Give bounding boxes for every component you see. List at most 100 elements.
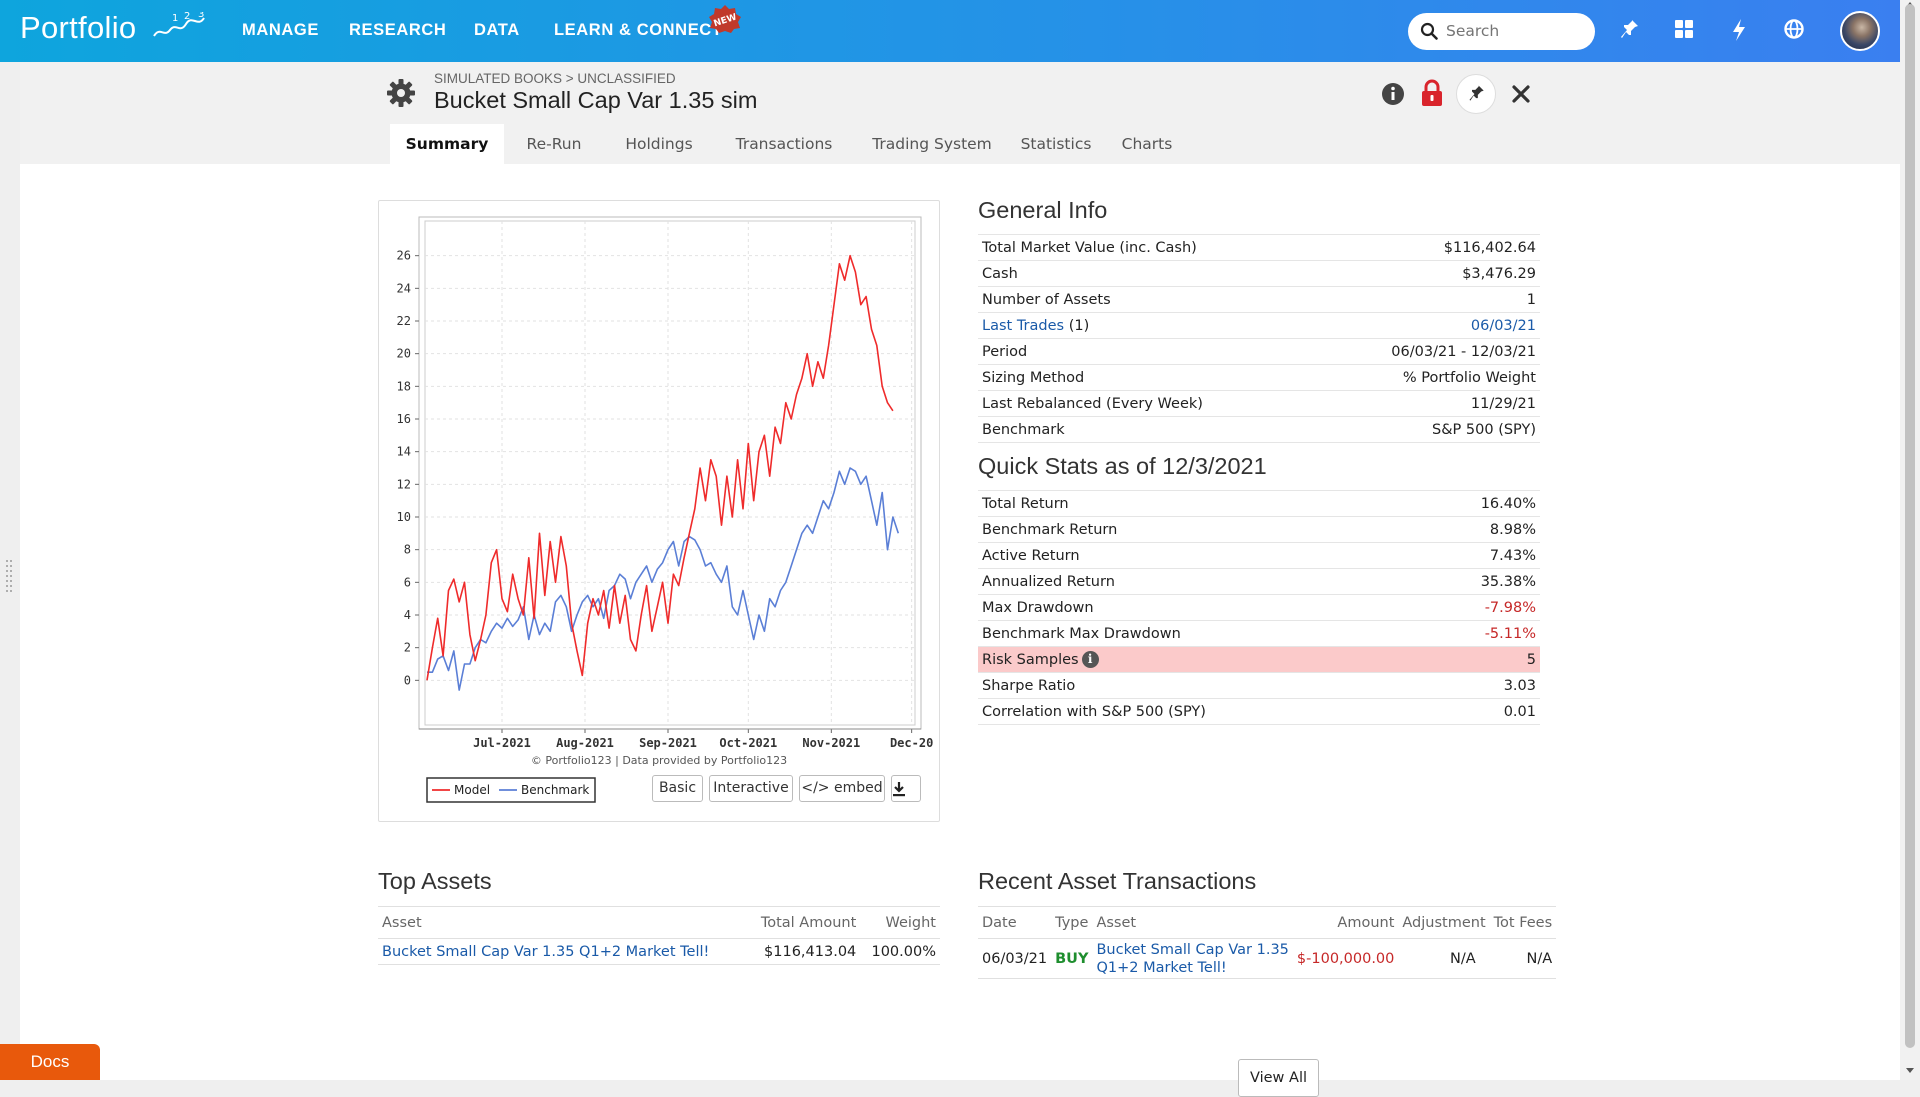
nav-research[interactable]: RESEARCH bbox=[349, 21, 447, 39]
stat-value: 7.43% bbox=[1419, 542, 1540, 569]
pin-icon bbox=[1469, 85, 1484, 101]
bolt-icon[interactable] bbox=[1731, 18, 1747, 42]
grid-icon[interactable] bbox=[1674, 18, 1694, 40]
y-tick-label: 24 bbox=[397, 281, 411, 295]
stat-row: Correlation with S&P 500 (SPY) 0.01 bbox=[978, 698, 1540, 725]
txn-asset-link[interactable]: Bucket Small Cap Var 1.35 Q1+2 Market Tel… bbox=[1096, 941, 1289, 976]
top-nav: Portfolio 1 2 3 MANAGE RESEARCH DATA LEA… bbox=[0, 0, 1900, 62]
asset-weight: 100.00% bbox=[860, 938, 940, 965]
stat-label: Max Drawdown bbox=[978, 594, 1420, 621]
lock-icon[interactable] bbox=[1421, 79, 1443, 107]
stat-row: Max Drawdown -7.98% bbox=[978, 594, 1540, 621]
view-all-button[interactable]: View All bbox=[1238, 1059, 1319, 1097]
nav-data[interactable]: DATA bbox=[474, 21, 520, 39]
scroll-down-arrow[interactable] bbox=[1906, 1068, 1914, 1073]
column-header[interactable]: Tot Fees bbox=[1489, 906, 1557, 939]
stat-row: Active Return 7.43% bbox=[978, 542, 1540, 569]
info-row-market-value: Total Market Value (inc. Cash) $116,402.6… bbox=[978, 234, 1540, 261]
portfolio123-logo[interactable]: Portfolio 1 2 3 bbox=[20, 10, 205, 46]
x-tick-label: Oct-2021 bbox=[719, 736, 777, 750]
chart-download-button[interactable] bbox=[891, 775, 921, 802]
info-row-cash: Cash $3,476.29 bbox=[978, 260, 1540, 287]
stat-row: Total Return 16.40% bbox=[978, 490, 1540, 517]
globe-icon[interactable] bbox=[1783, 18, 1805, 40]
column-header[interactable]: Date bbox=[978, 906, 1052, 939]
asset-link[interactable]: Bucket Small Cap Var 1.35 Q1+2 Market Te… bbox=[382, 943, 710, 960]
info-value: 06/03/21 - 12/03/21 bbox=[1315, 338, 1540, 365]
stat-label: Risk Samples bbox=[982, 652, 1079, 668]
y-tick-label: 4 bbox=[404, 608, 411, 622]
stat-label: Active Return bbox=[978, 542, 1420, 569]
page-scrollbar[interactable] bbox=[1900, 0, 1920, 1080]
column-header[interactable]: Type bbox=[1051, 906, 1093, 939]
y-tick-label: 20 bbox=[397, 347, 411, 361]
breadcrumb[interactable]: SIMULATED BOOKS > UNCLASSIFIED bbox=[434, 71, 676, 86]
close-icon[interactable] bbox=[1512, 85, 1530, 103]
tab-holdings[interactable]: Holdings bbox=[625, 135, 693, 153]
scrollbar-thumb[interactable] bbox=[1905, 4, 1915, 1048]
stat-row-risk-samples: Risk Samples i 5 bbox=[978, 646, 1540, 673]
txn-date: 06/03/21 bbox=[978, 938, 1052, 979]
y-tick-label: 6 bbox=[404, 575, 411, 589]
general-info-table: Total Market Value (inc. Cash) $116,402.6… bbox=[978, 234, 1540, 443]
info-value: 1 bbox=[1315, 286, 1540, 313]
info-icon[interactable]: i bbox=[1081, 651, 1099, 668]
tab-summary[interactable]: Summary bbox=[390, 124, 504, 164]
plot-frame bbox=[418, 216, 922, 730]
stat-row: Benchmark Return 8.98% bbox=[978, 516, 1540, 543]
column-header[interactable]: Adjustment bbox=[1398, 906, 1490, 939]
stat-row: Benchmark Max Drawdown -5.11% bbox=[978, 620, 1540, 647]
info-value: $116,402.64 bbox=[1315, 234, 1540, 261]
column-header[interactable]: Total Amount bbox=[746, 906, 861, 939]
info-row-last-trades: Last Trades (1) 06/03/21 bbox=[978, 312, 1540, 339]
docs-button[interactable]: Docs bbox=[0, 1044, 100, 1080]
column-header[interactable]: Asset bbox=[1092, 906, 1293, 939]
svg-text:1: 1 bbox=[172, 13, 179, 24]
x-tick-label: Nov-2021 bbox=[802, 736, 860, 750]
tab-rerun[interactable]: Re-Run bbox=[526, 135, 582, 153]
page-title: Bucket Small Cap Var 1.35 sim bbox=[434, 87, 758, 113]
y-tick-label: 22 bbox=[397, 314, 411, 328]
tab-statistics[interactable]: Statistics bbox=[1020, 135, 1092, 153]
search-box[interactable] bbox=[1408, 13, 1595, 50]
series-line-model bbox=[426, 254, 894, 681]
top-assets-table: Asset Total Amount Weight Bucket Small C… bbox=[378, 906, 940, 965]
info-label: Last Rebalanced (Every Week) bbox=[978, 390, 1316, 417]
info-label: Total Market Value (inc. Cash) bbox=[978, 234, 1316, 261]
quick-stats-title: Quick Stats as of 12/3/2021 bbox=[978, 453, 1267, 479]
info-icon[interactable] bbox=[1381, 82, 1405, 106]
tab-transactions[interactable]: Transactions bbox=[735, 135, 833, 153]
pin-icon[interactable] bbox=[1620, 18, 1640, 42]
y-tick-label: 2 bbox=[404, 641, 411, 655]
tab-charts[interactable]: Charts bbox=[1121, 135, 1173, 153]
txn-type: BUY bbox=[1051, 938, 1093, 979]
last-trades-link[interactable]: Last Trades bbox=[982, 317, 1065, 334]
search-input[interactable] bbox=[1446, 21, 1586, 41]
chart-copyright: © Portfolio123 | Data provided by Portfo… bbox=[531, 754, 787, 767]
series-line-benchmark bbox=[427, 467, 900, 691]
info-value: $3,476.29 bbox=[1315, 260, 1540, 287]
new-badge: NEW bbox=[709, 5, 741, 33]
chart-interactive-button[interactable]: Interactive bbox=[709, 775, 793, 802]
user-avatar[interactable] bbox=[1840, 11, 1880, 51]
column-header[interactable]: Amount bbox=[1292, 906, 1399, 939]
stat-label: Benchmark Max Drawdown bbox=[978, 620, 1420, 647]
column-header[interactable]: Weight bbox=[860, 906, 940, 939]
info-label: Benchmark bbox=[978, 416, 1316, 443]
chart-embed-button[interactable]: </> embed bbox=[799, 775, 885, 802]
tab-bar: Summary Re-Run Holdings Transactions Tra… bbox=[20, 124, 1900, 164]
side-drag-handle[interactable] bbox=[5, 558, 13, 596]
table-row: 06/03/21 BUY Bucket Small Cap Var 1.35 Q1… bbox=[978, 938, 1557, 979]
nav-manage[interactable]: MANAGE bbox=[242, 21, 319, 39]
last-trades-date-link[interactable]: 06/03/21 bbox=[1470, 317, 1536, 334]
x-tick-label: Sep-2021 bbox=[639, 736, 697, 750]
nav-learn-connect[interactable]: LEARN & CONNECT bbox=[554, 21, 723, 39]
tab-trading-system[interactable]: Trading System bbox=[872, 135, 992, 153]
column-header[interactable]: Asset bbox=[378, 906, 747, 939]
chart-basic-button[interactable]: Basic bbox=[652, 775, 703, 802]
gear-icon[interactable] bbox=[386, 78, 416, 108]
pin-page-button[interactable] bbox=[1456, 74, 1496, 114]
stat-label: Annualized Return bbox=[978, 568, 1420, 595]
x-tick-label: Aug-2021 bbox=[556, 736, 614, 750]
